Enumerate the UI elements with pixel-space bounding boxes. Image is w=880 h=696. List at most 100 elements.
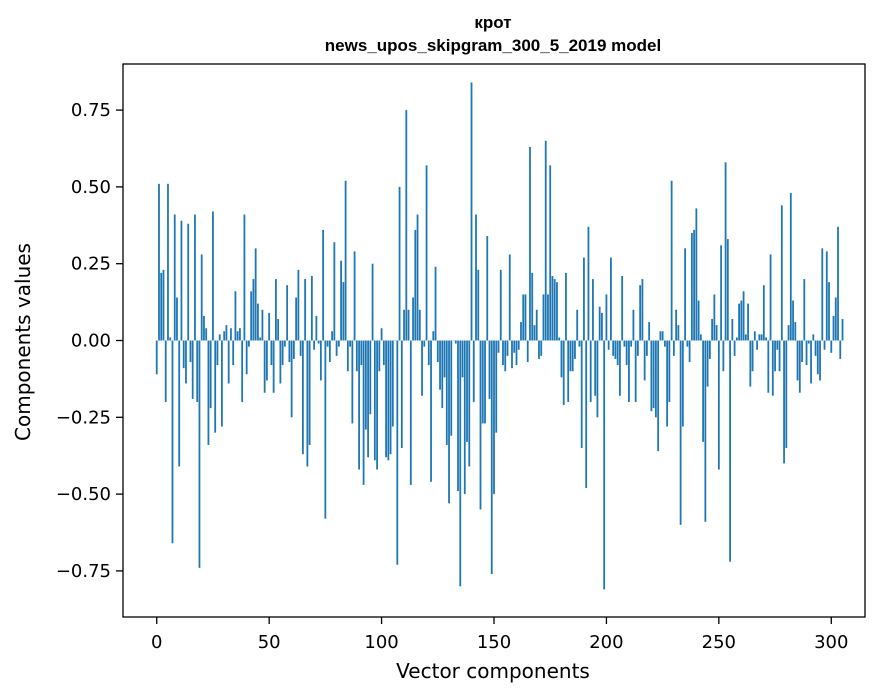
bar-237	[688, 340, 691, 363]
bar-163	[522, 294, 525, 341]
bar-54	[277, 318, 280, 341]
bar-188	[578, 340, 581, 347]
bar-24	[209, 340, 212, 409]
bar-190	[583, 257, 585, 341]
bar-283	[792, 300, 794, 341]
bar-165	[526, 340, 529, 363]
bar-63	[297, 269, 300, 341]
bar-134	[457, 340, 459, 492]
bar-53	[275, 279, 277, 341]
bar-172	[542, 294, 545, 341]
bar-278	[780, 205, 783, 341]
bar-115	[414, 229, 417, 341]
bar-30	[223, 331, 226, 341]
bar-79	[333, 242, 336, 341]
bar-61	[292, 340, 295, 359]
bar-130	[448, 340, 450, 504]
bar-304	[839, 340, 842, 359]
bar-142	[475, 214, 477, 341]
bar-99	[378, 340, 381, 372]
bar-282	[789, 193, 792, 341]
bar-268	[758, 334, 761, 341]
bar-286	[798, 340, 801, 393]
bar-174	[547, 294, 549, 341]
bar-230	[672, 340, 675, 356]
bar-177	[553, 279, 556, 341]
bar-23	[207, 340, 210, 445]
bar-191	[585, 340, 588, 488]
bar-182	[565, 272, 567, 341]
bar-147	[486, 236, 489, 341]
bar-109	[400, 340, 403, 449]
bar-17	[194, 214, 196, 341]
bar-47	[261, 309, 264, 341]
bar-57	[283, 340, 286, 347]
bar-128	[443, 340, 446, 378]
bar-125	[436, 340, 439, 363]
bar-179	[558, 337, 561, 341]
bar-229	[670, 180, 673, 341]
bar-140	[470, 82, 473, 341]
bar-223	[657, 340, 660, 452]
x-tick-label: 250	[702, 632, 736, 653]
bar-141	[472, 340, 475, 402]
bar-46	[259, 337, 262, 341]
bar-155	[504, 340, 507, 372]
bar-288	[803, 279, 806, 341]
bar-173	[544, 140, 547, 341]
bar-170	[538, 340, 540, 359]
bar-118	[421, 340, 423, 396]
bar-240	[695, 208, 698, 341]
bar-156	[506, 340, 509, 356]
bar-236	[686, 340, 689, 347]
bar-48	[263, 340, 266, 393]
y-tick-label: −0.50	[56, 484, 111, 505]
bar-189	[580, 340, 583, 449]
bar-55	[279, 340, 282, 384]
bar-50	[268, 312, 271, 341]
bar-210	[628, 340, 630, 402]
bar-248	[713, 294, 716, 341]
bar-224	[659, 331, 662, 341]
bar-201	[607, 340, 610, 350]
y-tick-label: 0.75	[71, 100, 111, 121]
bar-164	[524, 294, 527, 341]
bar-52	[272, 340, 275, 393]
bar-267	[756, 340, 758, 350]
bar-232	[677, 325, 680, 341]
bar-152	[497, 340, 500, 353]
bar-7	[171, 340, 174, 544]
bar-18	[196, 340, 199, 402]
bar-215	[639, 285, 642, 341]
bar-136	[461, 340, 464, 378]
bar-208	[623, 340, 626, 347]
x-axis: 0 50 100 150 200 250 300	[151, 617, 848, 653]
bar-121	[427, 340, 430, 366]
bar-250	[717, 340, 720, 470]
bar-83	[342, 282, 345, 341]
bar-42	[250, 291, 253, 341]
y-axis: −0.75 −0.50 −0.25 0.00 0.25 0.50 0.75	[56, 100, 123, 582]
bar-98	[376, 340, 378, 470]
bar-110	[403, 309, 405, 341]
bar-9	[176, 297, 178, 341]
bar-273	[769, 254, 772, 341]
bar-16	[191, 340, 194, 399]
bar-299	[828, 282, 830, 341]
bar-239	[693, 229, 696, 341]
bar-200	[605, 294, 608, 341]
bar-144	[479, 340, 482, 510]
x-tick-label: 300	[814, 632, 848, 653]
bar-35	[234, 291, 237, 341]
bar-80	[335, 340, 338, 356]
bar-275	[774, 340, 776, 372]
bar-111	[405, 110, 408, 341]
bar-131	[450, 340, 453, 436]
bar-285	[796, 340, 799, 381]
bar-255	[729, 340, 731, 562]
bar-167	[531, 272, 534, 341]
x-axis-label: Vector components	[396, 659, 590, 683]
bar-243	[702, 340, 705, 442]
bar-138	[466, 340, 468, 442]
